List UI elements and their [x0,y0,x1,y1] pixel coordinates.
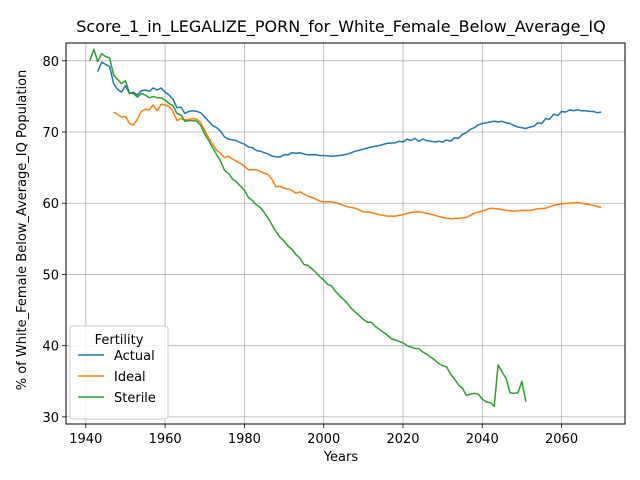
y-axis-title: % of White_Female Below_Average_IQ Popul… [15,70,30,391]
legend-label-actual: Actual [114,349,155,364]
y-tick-label: 30 [42,411,59,426]
y-tick-label: 70 [42,126,59,141]
x-tick-label: 1940 [69,432,102,447]
legend-label-ideal: Ideal [114,370,146,385]
x-axis-title: Years [323,450,359,465]
chart-title: Score_1_in_LEGALIZE_PORN_for_White_Femal… [76,17,606,37]
legend-title: Fertility [95,333,144,348]
x-tick-label: 1980 [228,432,261,447]
y-tick-label: 40 [42,340,59,355]
x-tick-label: 1960 [149,432,182,447]
y-tick-label: 80 [42,55,59,70]
y-tick-label: 50 [42,268,59,283]
x-tick-label: 2040 [466,432,499,447]
series-line-actual [98,62,602,157]
x-tick-label: 2060 [545,432,578,447]
y-tick-label: 60 [42,197,59,212]
x-tick-label: 2000 [307,432,340,447]
legend-label-sterile: Sterile [114,391,156,406]
legend: Fertility Actual Ideal Sterile [70,326,168,419]
x-tick-label: 2020 [386,432,419,447]
